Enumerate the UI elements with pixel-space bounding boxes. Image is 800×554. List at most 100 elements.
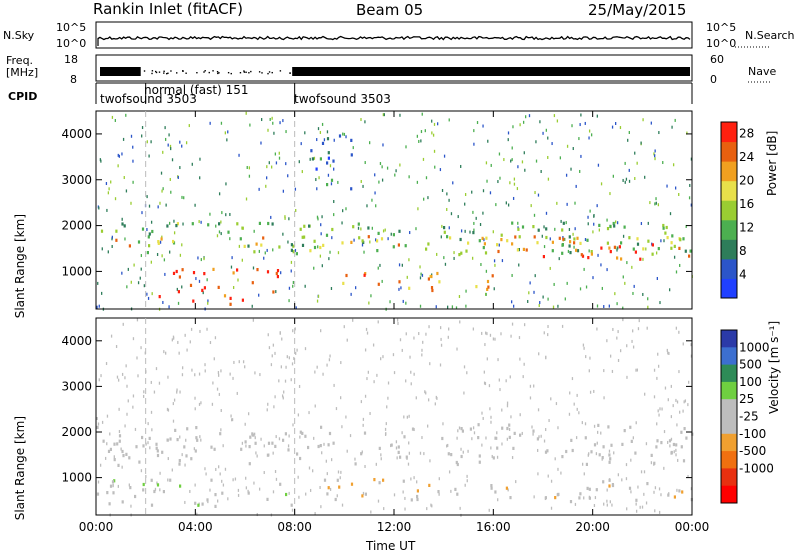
scatter-cell <box>593 424 596 428</box>
heatmap-cell <box>248 445 251 449</box>
nsky-trace <box>97 35 691 41</box>
scatter-cell <box>418 332 420 336</box>
nave-label: Nave <box>748 65 777 78</box>
heatmap-cell <box>186 427 189 431</box>
heatmap-cell <box>135 445 138 449</box>
scatter-cell <box>494 337 496 341</box>
heatmap-cell <box>134 494 137 499</box>
scatter-cell <box>543 245 546 249</box>
scatter-cell <box>106 208 108 212</box>
scatter-cell <box>447 335 449 339</box>
scatter-cell <box>675 326 678 330</box>
scatter-cell <box>529 384 532 388</box>
scatter-cell <box>575 184 577 188</box>
scatter-cell <box>111 235 113 239</box>
scatter-cell <box>603 502 605 506</box>
heatmap-cell <box>398 280 401 284</box>
scatter-cell <box>312 469 314 473</box>
heatmap-cell <box>662 226 665 230</box>
scatter-cell <box>246 166 248 170</box>
heatmap-cell <box>214 493 217 497</box>
scatter-cell <box>274 152 277 156</box>
heatmap-cell <box>679 238 682 242</box>
scatter-cell <box>512 125 514 129</box>
scatter-cell <box>282 189 285 193</box>
heatmap-cell <box>456 462 459 467</box>
scatter-cell <box>446 192 448 196</box>
scatter-cell <box>542 295 544 299</box>
scatter-cell <box>249 123 251 127</box>
scatter-cell <box>329 354 331 358</box>
scatter-cell <box>670 437 673 441</box>
scatter-cell <box>405 145 407 149</box>
heatmap-cell <box>635 498 638 502</box>
heatmap-cell <box>477 423 480 427</box>
scatter-cell <box>163 350 165 354</box>
scatter-cell <box>172 419 175 423</box>
heatmap-cell <box>155 442 158 446</box>
scatter-cell <box>433 122 436 126</box>
scatter-cell <box>399 163 401 167</box>
scatter-cell <box>254 371 256 375</box>
scatter-cell <box>628 179 631 183</box>
heatmap-cell <box>221 491 224 495</box>
scatter-cell <box>524 168 526 172</box>
scatter-cell <box>321 451 323 455</box>
scatter-cell <box>510 159 512 163</box>
heatmap-cell <box>251 432 254 436</box>
scatter-cell <box>655 251 658 255</box>
heatmap-cell <box>304 434 307 438</box>
nsky-axis-top: 10^5 <box>56 21 87 34</box>
heatmap-cell <box>506 239 509 243</box>
heatmap-cell <box>576 249 580 253</box>
scatter-cell <box>609 192 611 196</box>
scatter-cell <box>111 237 113 241</box>
scatter-cell <box>579 123 581 127</box>
heatmap-cell <box>584 436 587 440</box>
scatter-cell <box>588 369 590 373</box>
power-colorbar-cell <box>721 161 737 182</box>
scatter-cell <box>498 243 500 247</box>
heatmap-cell <box>544 496 547 500</box>
scatter-cell <box>540 434 542 438</box>
scatter-cell <box>290 378 292 382</box>
scatter-cell <box>424 390 426 394</box>
scatter-cell <box>534 274 536 278</box>
scatter-cell <box>600 182 603 186</box>
heatmap-cell <box>276 269 280 273</box>
scatter-cell <box>282 396 284 400</box>
scatter-cell <box>625 477 628 481</box>
scatter-cell <box>181 285 183 289</box>
scatter-cell <box>143 284 145 288</box>
scatter-cell <box>656 376 658 380</box>
scatter-cell <box>225 182 227 186</box>
heatmap-cell <box>561 251 564 255</box>
scatter-cell <box>195 277 197 281</box>
heatmap-cell <box>214 504 217 508</box>
heatmap-cell <box>253 250 256 254</box>
scatter-cell <box>595 452 598 456</box>
scatter-cell <box>266 408 268 412</box>
scatter-cell <box>612 327 614 331</box>
scatter-cell <box>643 470 646 474</box>
scatter-cell <box>379 263 381 267</box>
scatter-cell <box>682 409 684 413</box>
scatter-cell <box>200 438 202 442</box>
scatter-cell <box>425 391 427 395</box>
scatter-cell <box>132 394 135 398</box>
heatmap-cell <box>642 247 645 251</box>
heatmap-cell <box>162 490 165 494</box>
scatter-cell <box>224 467 227 471</box>
heatmap-cell <box>125 452 128 456</box>
scatter-cell <box>179 253 182 257</box>
scatter-cell <box>173 398 176 402</box>
heatmap-cell <box>150 503 154 507</box>
scatter-cell <box>185 438 187 442</box>
heatmap-cell <box>350 482 354 486</box>
heatmap-cell <box>402 479 405 483</box>
scatter-cell <box>284 216 286 220</box>
heatmap-cell <box>478 454 481 458</box>
heatmap-cell <box>212 267 215 271</box>
scatter-cell <box>593 214 595 218</box>
scatter-cell <box>215 224 217 228</box>
